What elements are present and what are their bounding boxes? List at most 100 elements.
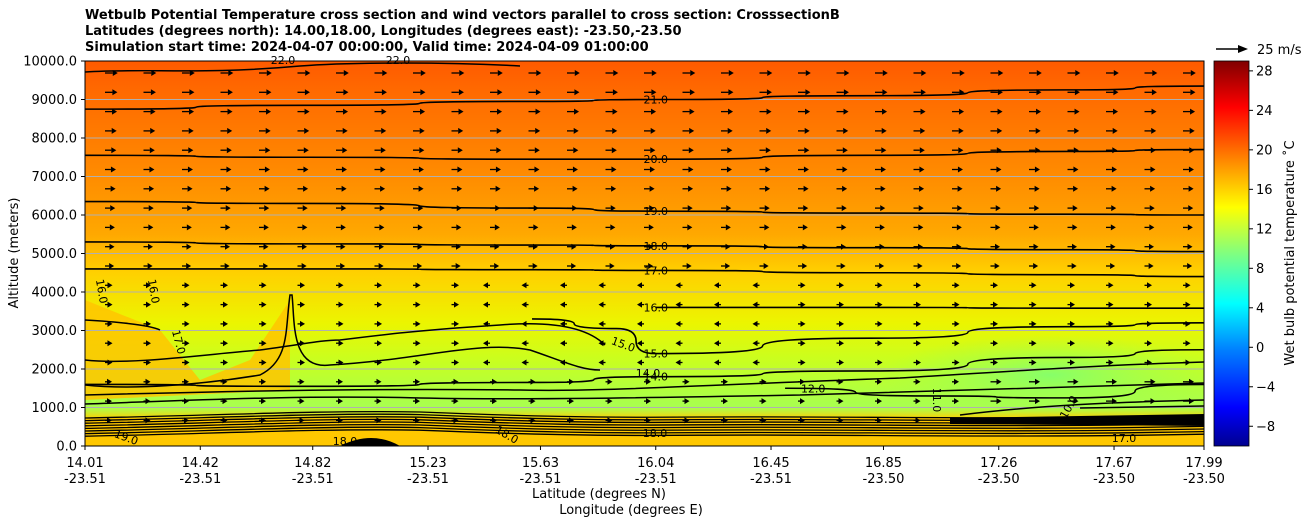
wind-vector-head [303,147,309,154]
wind-vector-head [803,185,809,192]
wind-vector-head [1035,127,1041,134]
wind-vector-head [148,205,154,212]
wind-vector-head [483,340,488,347]
wind-vector-head [611,166,617,173]
wind-vector-head [1111,166,1117,173]
wind-vector-head [338,378,343,385]
y-tick-label: 9000.0 [32,93,78,108]
wind-vector-head [148,224,154,231]
wind-vector-head [916,301,921,308]
wind-vector-head [838,398,844,405]
wind-vector-head [343,108,349,115]
wind-vector-head [1070,301,1075,308]
wind-vector-head [189,108,195,115]
wind-vector-head [723,398,728,405]
wind-vector-head [1188,205,1194,212]
wind-vector-head [377,282,382,289]
wind-vector-head [1188,185,1194,192]
wind-vector-head [1035,398,1040,405]
wind-vector-head [612,89,618,96]
contour-line [85,361,1204,396]
wind-vector-head [572,166,578,173]
wind-vector-head [107,340,113,347]
colorbar-tick-label: 4 [1256,301,1264,316]
wind-vector-head [338,320,344,327]
wind-vector-head [916,340,921,347]
wind-vector-head [456,224,462,231]
wind-vector-head [1108,359,1114,366]
wind-vector-head [264,185,270,192]
wind-vector-head [376,378,382,385]
wind-vector-head [264,166,270,173]
wind-vector-head [305,70,311,76]
wind-vector-head [804,147,810,154]
wind-vector-head [919,185,925,192]
y-tick-label: 2000.0 [32,363,78,378]
wind-vector-head [483,359,488,366]
y-tick-label: 4000.0 [32,286,78,301]
wind-vector-head [650,127,656,134]
wind-vector-head [261,359,267,366]
wind-vector-head [492,398,497,405]
wind-vector-head [1147,340,1152,347]
wind-vector-head [881,127,887,134]
wind-vector-head [954,320,960,327]
wind-vector-head [882,70,888,76]
colorbar-tick-label: 28 [1256,64,1273,79]
contour-label: 18.0 [643,427,668,440]
wind-vector-head [107,282,113,289]
wind-vector-head [877,282,883,289]
wind-vector-head [184,359,190,366]
wind-vector-head [226,185,232,192]
wind-vector-head [342,147,348,154]
wind-vector-head [109,263,115,269]
wind-vector-head [1189,127,1195,134]
wind-vector-head [223,340,228,347]
wind-vector-head [415,359,421,366]
wind-vector-head [497,70,503,76]
wind-vector-head [1149,205,1155,212]
wind-vector-head [1070,282,1075,289]
wind-vector-head [649,185,655,192]
wind-vector-head [957,166,963,173]
wind-vector-head [877,398,882,405]
wind-vector-head [839,282,844,289]
wind-vector-head [453,398,459,405]
wind-vector-head [111,127,117,134]
wind-vector-head [842,166,848,173]
wind-vector-head [418,185,424,192]
wind-vector-head [879,224,885,231]
wind-vector-head [1151,108,1157,115]
wind-vector-head [997,108,1003,115]
colorbar-tick-label: −4 [1256,380,1275,395]
wind-vector-head [954,359,960,366]
contour-label: 17.0 [169,329,188,356]
wind-vector-head [598,301,604,308]
wind-vector-head [184,378,189,385]
wind-vector-head [110,205,116,212]
wind-vector-head [1075,70,1081,76]
wind-vector-head [1148,263,1154,269]
wind-vector-head [752,320,758,327]
contour-label: 12.0 [801,382,826,395]
x-tick-label-lon: -23.51 [520,472,562,487]
wind-vector-head [146,301,151,308]
y-axis-label: Altitude (meters) [7,198,22,309]
wind-vector-head [571,263,577,269]
wind-vector-head [1034,166,1040,173]
wind-vector-head [879,263,885,269]
colorbar-ticks: −8 −4 0 4 8 12 16 20 24 28 [1249,64,1275,435]
wind-vector-head [994,263,1000,269]
wind-vector-head [688,185,694,192]
wind-vector-head [752,282,758,289]
x-tick-label-lon: -23.50 [863,472,905,487]
wind-vector-head [1031,301,1037,308]
x-tick-label-lon: -23.51 [179,472,221,487]
wind-vector-head [843,127,849,134]
wind-vector-head [341,166,347,173]
wind-vector-head [993,320,998,327]
wind-vector-head [571,224,577,231]
wind-vector-head [495,166,501,173]
wind-vector-head [109,224,115,231]
wind-vector-head [995,205,1001,212]
